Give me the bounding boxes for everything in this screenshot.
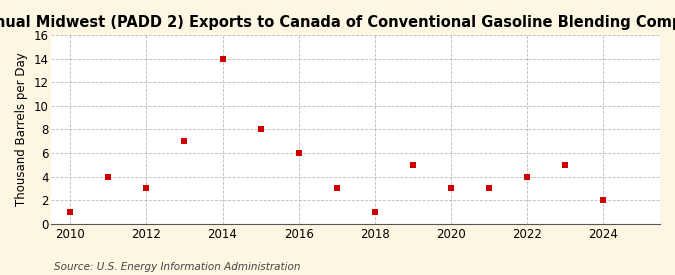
Point bbox=[331, 186, 342, 191]
Point bbox=[65, 210, 76, 214]
Point bbox=[522, 174, 533, 179]
Point bbox=[141, 186, 152, 191]
Point bbox=[560, 163, 570, 167]
Point bbox=[217, 57, 228, 61]
Point bbox=[483, 186, 494, 191]
Point bbox=[293, 151, 304, 155]
Title: Annual Midwest (PADD 2) Exports to Canada of Conventional Gasoline Blending Comp: Annual Midwest (PADD 2) Exports to Canad… bbox=[0, 15, 675, 30]
Text: Source: U.S. Energy Information Administration: Source: U.S. Energy Information Administ… bbox=[54, 262, 300, 272]
Y-axis label: Thousand Barrels per Day: Thousand Barrels per Day bbox=[15, 53, 28, 206]
Point bbox=[255, 127, 266, 132]
Point bbox=[446, 186, 456, 191]
Point bbox=[407, 163, 418, 167]
Point bbox=[597, 198, 608, 202]
Point bbox=[179, 139, 190, 144]
Point bbox=[103, 174, 114, 179]
Point bbox=[369, 210, 380, 214]
